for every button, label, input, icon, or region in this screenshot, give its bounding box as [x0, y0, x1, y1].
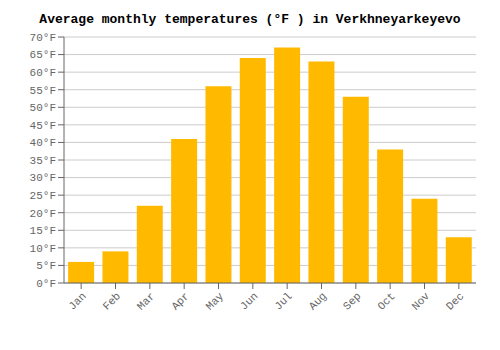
svg-text:40°F: 40°F [30, 137, 56, 149]
svg-text:15°F: 15°F [30, 225, 56, 237]
svg-text:Jan: Jan [66, 290, 88, 312]
svg-text:10°F: 10°F [30, 243, 56, 255]
svg-text:Sep: Sep [341, 290, 363, 312]
svg-text:Nov: Nov [410, 290, 433, 313]
svg-text:65°F: 65°F [30, 49, 56, 61]
svg-text:45°F: 45°F [30, 120, 56, 132]
svg-text:Apr: Apr [169, 290, 191, 312]
svg-text:0°F: 0°F [36, 278, 56, 290]
svg-text:30°F: 30°F [30, 172, 56, 184]
svg-text:Jun: Jun [238, 290, 260, 312]
svg-text:5°F: 5°F [36, 260, 56, 272]
svg-text:Feb: Feb [101, 290, 123, 312]
svg-text:Dec: Dec [444, 290, 466, 312]
svg-text:50°F: 50°F [30, 102, 56, 114]
svg-text:Mar: Mar [135, 290, 157, 312]
html-text:Average monthly temperatures (: Average monthly temperatures (°F ) in Ve… [39, 12, 461, 27]
svg-text:70°F: 70°F [30, 32, 56, 44]
svg-text:Jul: Jul [272, 290, 294, 312]
svg-text:May: May [204, 290, 227, 313]
svg-text:Aug: Aug [307, 290, 329, 312]
svg-text:35°F: 35°F [30, 155, 56, 167]
svg-text:20°F: 20°F [30, 208, 56, 220]
svg-text:25°F: 25°F [30, 190, 56, 202]
svg-text:55°F: 55°F [30, 85, 56, 97]
svg-text:60°F: 60°F [30, 67, 56, 79]
svg-text:Oct: Oct [375, 290, 397, 312]
